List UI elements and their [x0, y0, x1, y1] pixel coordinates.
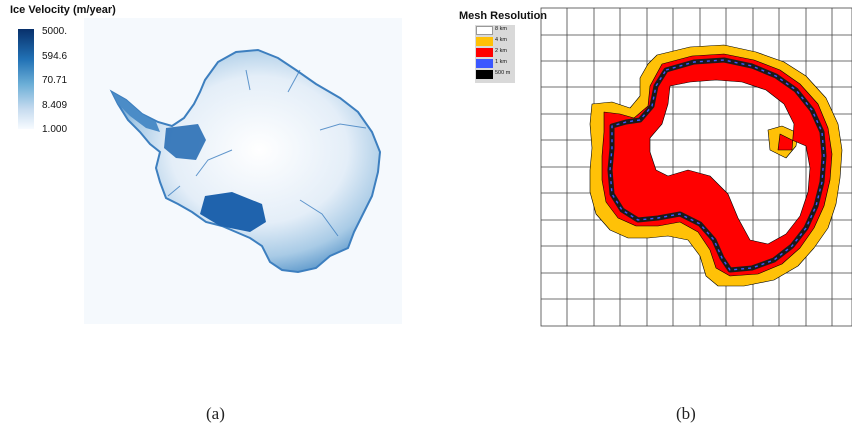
ronne-ice-shelf: [164, 124, 206, 160]
ross-ice-shelf: [200, 192, 266, 232]
colorbar-tick-label: 594.6: [42, 51, 68, 62]
legend: 8 km 4 km 2 km 1 km 500 m: [475, 25, 515, 83]
legend-item: 4 km: [475, 36, 515, 47]
colorbar-tick-label: 8.409: [42, 100, 68, 111]
peninsula: [112, 92, 160, 132]
legend-item: 500 m: [475, 69, 515, 80]
mesh-2km-band: [601, 53, 833, 277]
colorbar-tick-label: 1.000: [42, 124, 68, 135]
caption-b: (b): [676, 404, 696, 423]
ice-velocity-map: [84, 18, 402, 324]
caption-a: (a): [206, 404, 225, 423]
colorbar-tick-label: 5000.: [42, 26, 68, 37]
flow-streams: [167, 69, 367, 237]
panel-a: Ice Velocity (m/year) 5000. 594.6 70.71 …: [0, 0, 420, 432]
colorbar: [18, 29, 34, 129]
colorbar-tick-label: 70.71: [42, 75, 68, 86]
legend-title: Mesh Resolution: [459, 10, 548, 22]
colorbar-title: Ice Velocity (m/year): [10, 4, 116, 16]
legend-item: 2 km: [475, 47, 515, 58]
legend-item: 8 km: [475, 25, 515, 36]
mesh-1km-highlight: [609, 59, 825, 271]
legend-item: 1 km: [475, 58, 515, 69]
